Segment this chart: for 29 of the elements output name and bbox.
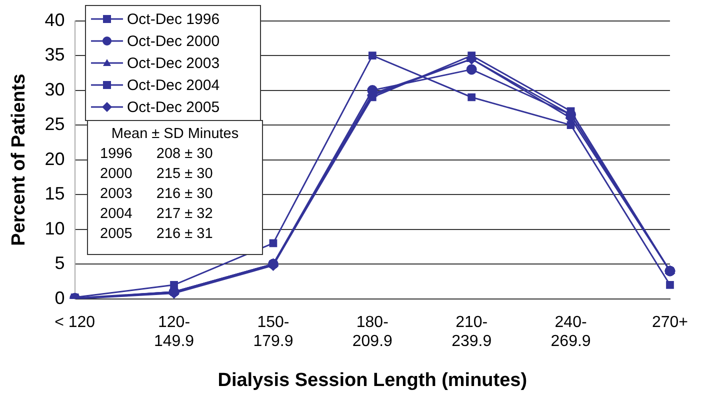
y-tick-label: 20	[44, 148, 65, 169]
annotation: 2005 216 ± 31	[99, 225, 214, 244]
y-tick-label: 5	[54, 253, 65, 274]
annotation: Mean ± SD Minutes	[110, 125, 240, 144]
y-tick-label: 15	[44, 184, 65, 204]
legend-label: Oct-Dec 2004	[127, 76, 220, 94]
legend-label: Oct-Dec 2003	[127, 54, 220, 72]
y-tick-label: 25	[44, 114, 65, 134]
annotation: 1996 208 ± 30	[99, 145, 214, 164]
y-tick-label: 10	[44, 218, 65, 238]
y-tick-label: 0	[54, 288, 65, 308]
legend-label: Oct-Dec 2005	[127, 98, 220, 116]
x-tick-label: 120-149.9	[154, 314, 194, 350]
y-tick-label: 35	[44, 44, 65, 65]
x-tick-label: 240-269.9	[550, 314, 591, 350]
y-axis-title: Percent of Patients	[8, 74, 30, 246]
x-tick-label: 210-239.9	[452, 314, 492, 350]
annotation: 2004 217 ± 32	[99, 205, 214, 224]
x-tick-label: 180-209.9	[352, 314, 393, 350]
y-tick-label: 40	[44, 10, 65, 30]
x-tick-label: 270+	[652, 314, 688, 331]
x-tick-label: 150-179.9	[253, 314, 294, 350]
x-tick-label: < 120	[54, 314, 96, 331]
y-tick-label: 30	[44, 79, 65, 100]
annotation: 2000 215 ± 30	[99, 165, 214, 184]
x-axis-title: Dialysis Session Length (minutes)	[218, 370, 528, 391]
legend-label: Oct-Dec 1996	[127, 10, 220, 28]
legend-label: Oct-Dec 2000	[127, 32, 220, 50]
annotation: 2003 216 ± 30	[99, 185, 214, 204]
